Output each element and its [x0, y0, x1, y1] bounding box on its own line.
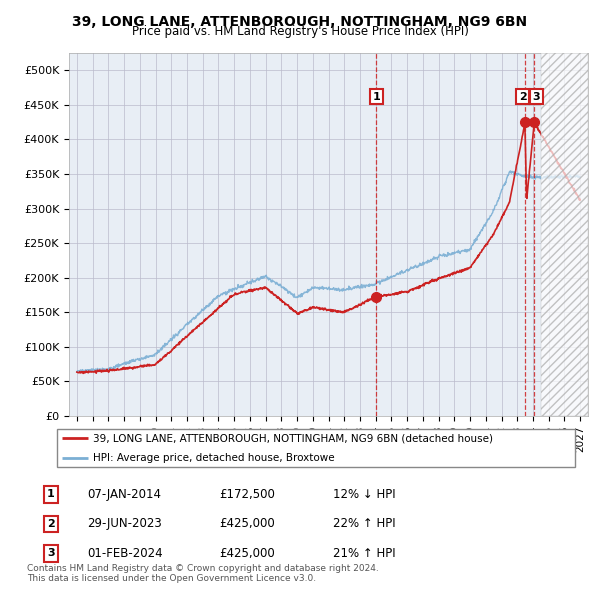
Text: 39, LONG LANE, ATTENBOROUGH, NOTTINGHAM, NG9 6BN: 39, LONG LANE, ATTENBOROUGH, NOTTINGHAM,…: [73, 15, 527, 29]
Text: 12% ↓ HPI: 12% ↓ HPI: [333, 488, 395, 501]
FancyBboxPatch shape: [56, 429, 575, 467]
Text: 29-JUN-2023: 29-JUN-2023: [87, 517, 162, 530]
Text: 2: 2: [518, 91, 526, 101]
Text: 07-JAN-2014: 07-JAN-2014: [87, 488, 161, 501]
Text: HPI: Average price, detached house, Broxtowe: HPI: Average price, detached house, Brox…: [94, 453, 335, 463]
Text: Contains HM Land Registry data © Crown copyright and database right 2024.
This d: Contains HM Land Registry data © Crown c…: [27, 563, 379, 583]
Text: 22% ↑ HPI: 22% ↑ HPI: [333, 517, 395, 530]
Text: 39, LONG LANE, ATTENBOROUGH, NOTTINGHAM, NG9 6BN (detached house): 39, LONG LANE, ATTENBOROUGH, NOTTINGHAM,…: [94, 433, 493, 443]
Text: 3: 3: [47, 549, 55, 558]
Text: £172,500: £172,500: [219, 488, 275, 501]
Text: Price paid vs. HM Land Registry's House Price Index (HPI): Price paid vs. HM Land Registry's House …: [131, 25, 469, 38]
Text: 3: 3: [533, 91, 541, 101]
Text: £425,000: £425,000: [219, 547, 275, 560]
Bar: [541, 53, 588, 416]
Text: 2: 2: [47, 519, 55, 529]
Text: 21% ↑ HPI: 21% ↑ HPI: [333, 547, 395, 560]
Text: £425,000: £425,000: [219, 517, 275, 530]
Text: 1: 1: [372, 91, 380, 101]
Text: 1: 1: [47, 490, 55, 499]
Text: 01-FEB-2024: 01-FEB-2024: [87, 547, 163, 560]
